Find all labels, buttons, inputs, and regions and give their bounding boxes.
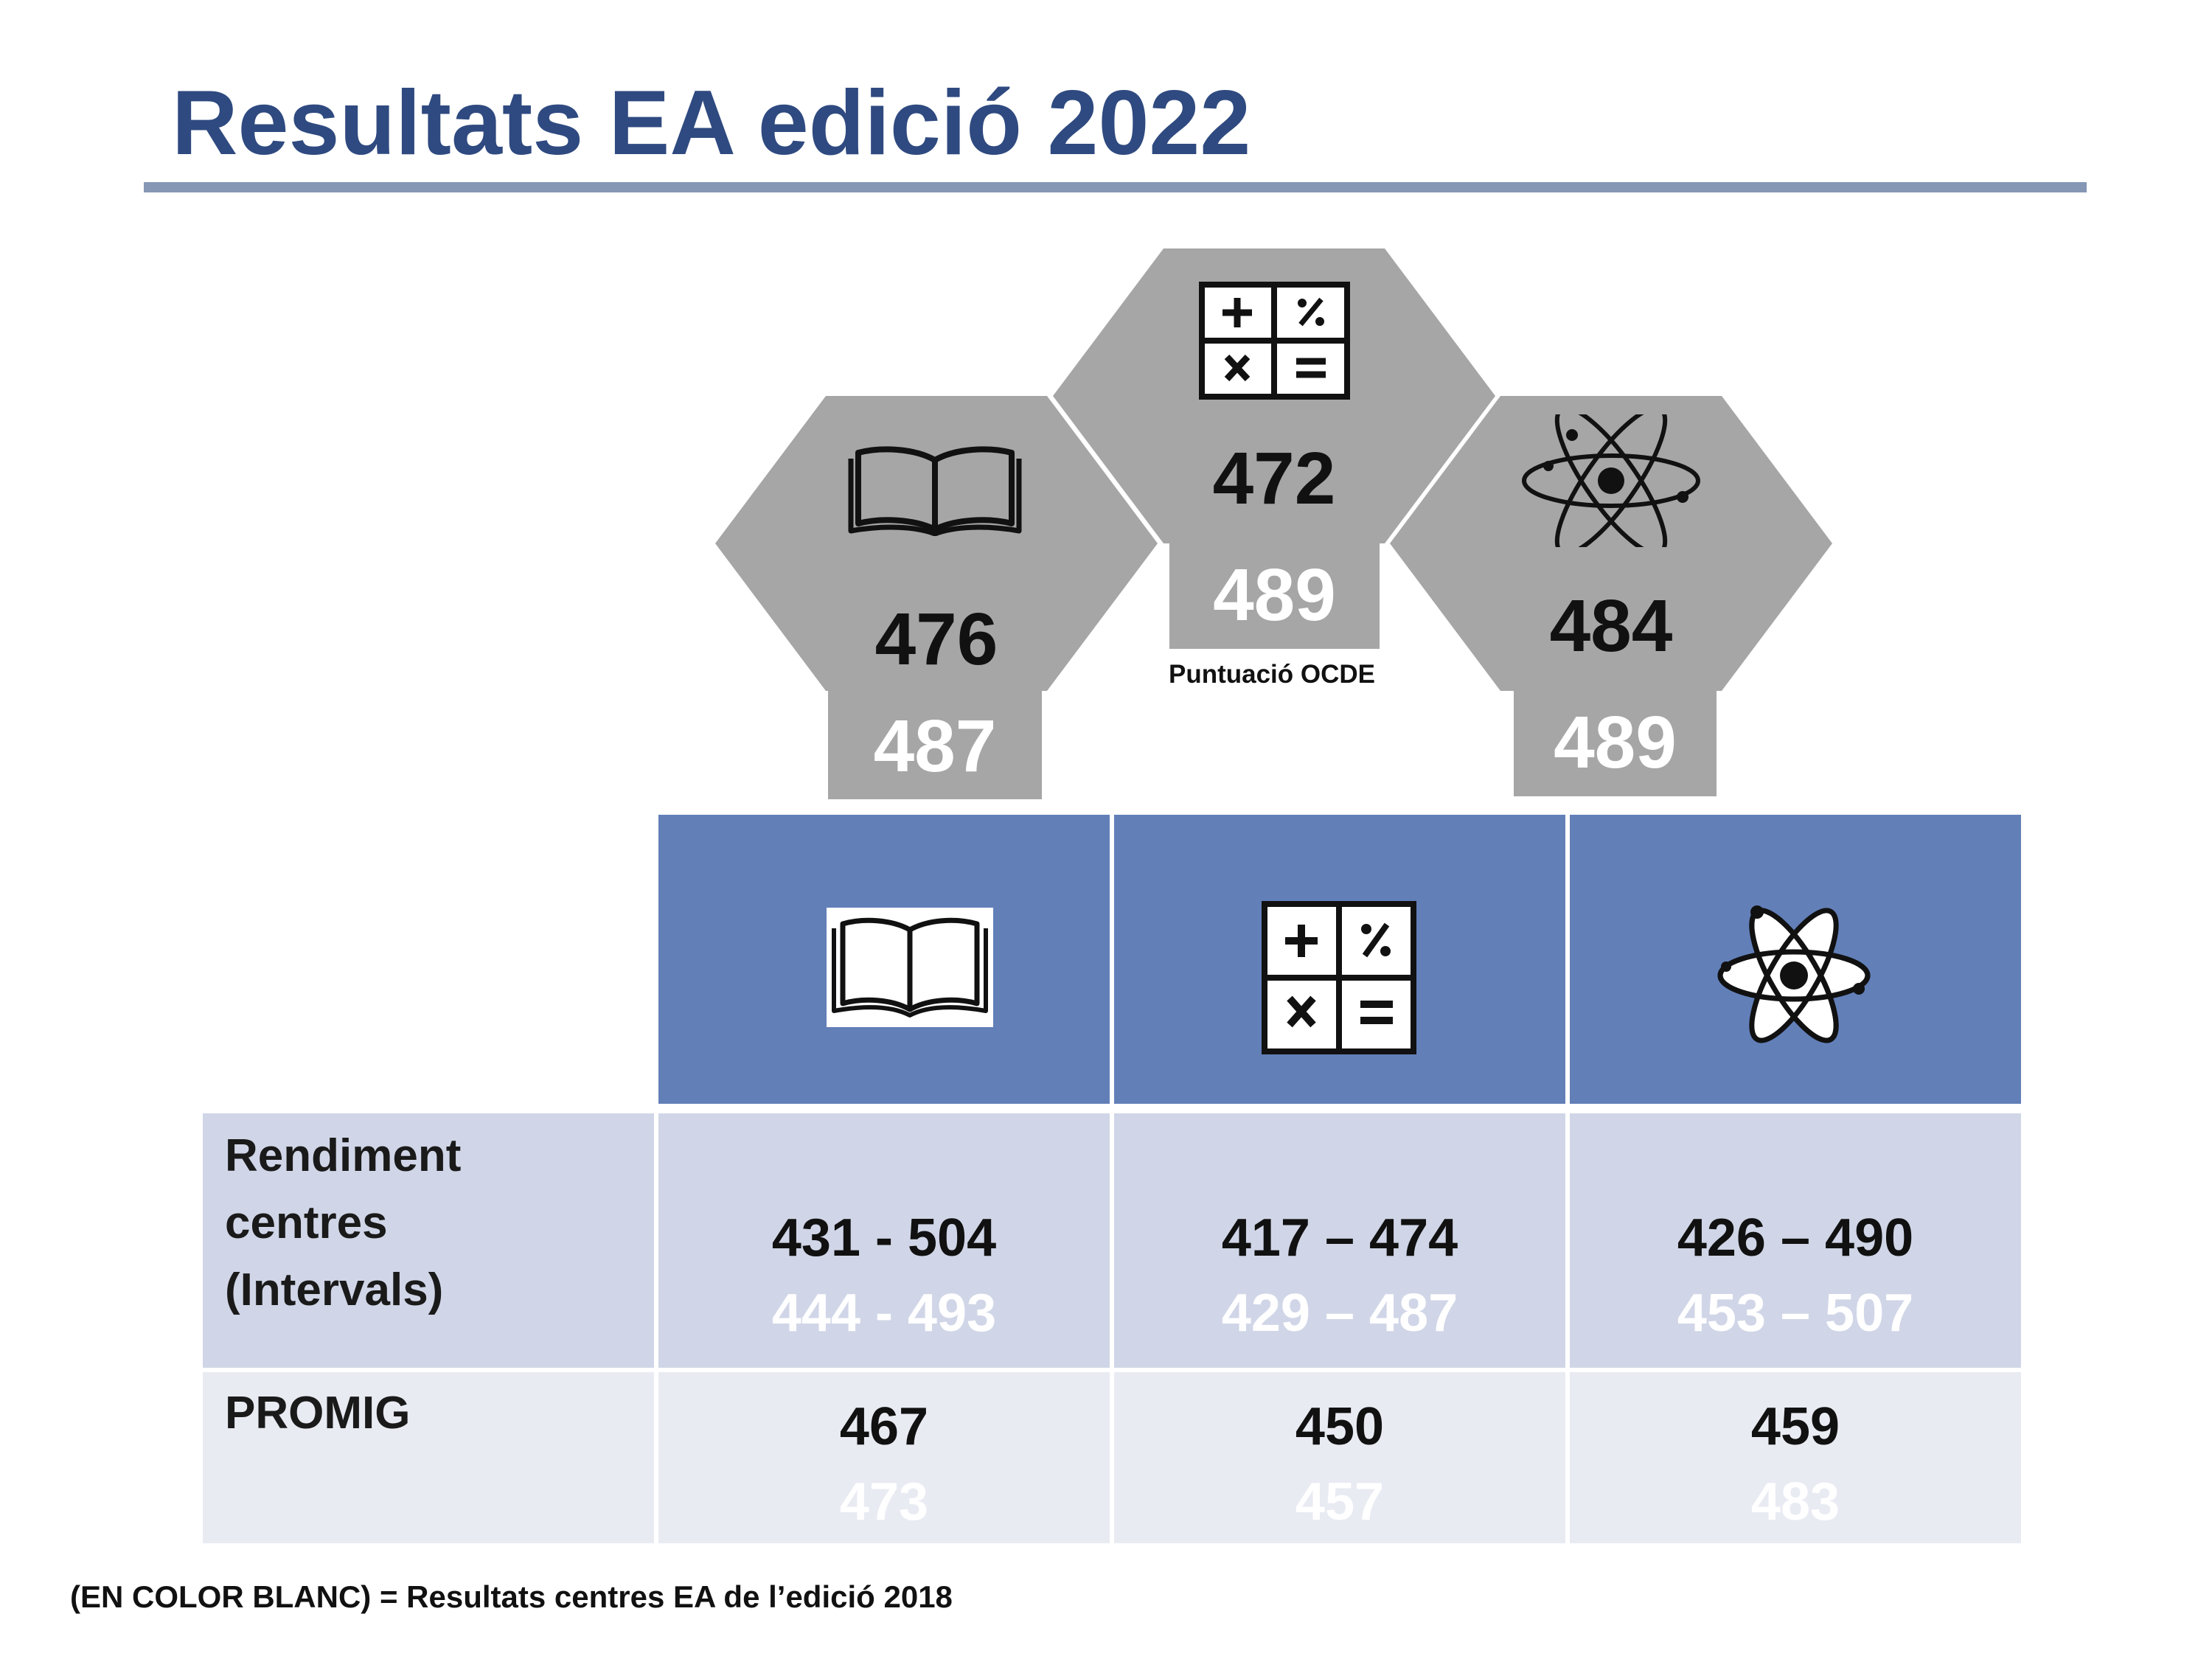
math-score-ocde: 489: [1213, 554, 1336, 636]
math-score-2022: 472: [1212, 437, 1336, 520]
math-hexagon: 472 489: [1053, 248, 1495, 649]
footnote: (EN COLOR BLANC) = Resultats centres EA …: [70, 1579, 953, 1614]
math-average-2022: 450: [1295, 1397, 1385, 1456]
reading-average-cell: 467 473: [658, 1372, 1110, 1543]
science-interval-2022: 426 – 490: [1677, 1208, 1914, 1267]
science-hexagon: 484 489: [1390, 396, 1832, 796]
math-average-cell: 450 457: [1114, 1372, 1565, 1543]
title-underline: [144, 182, 2087, 192]
science-hexagon-shape: [1390, 396, 1832, 691]
science-score-2022: 484: [1549, 585, 1673, 667]
reading-score-ocde: 487: [873, 705, 997, 787]
row-label-average: PROMIG: [203, 1372, 654, 1543]
book-icon: [827, 908, 993, 1027]
calculator-icon: [1199, 282, 1350, 400]
row-label-intervals: Rendiment centres (Intervals): [203, 1113, 654, 1368]
science-ocde-box: [1514, 691, 1717, 796]
math-average-2018: 457: [1295, 1472, 1385, 1531]
page-title: Resultats EA edició 2022: [172, 72, 1251, 174]
atom-icon: [1522, 414, 1700, 547]
science-average-2022: 459: [1750, 1397, 1840, 1456]
science-score-ocde: 489: [1554, 701, 1677, 784]
book-icon: [848, 446, 1022, 536]
math-ocde-box: [1169, 543, 1380, 649]
reading-average-2018: 473: [839, 1472, 929, 1531]
science-interval-2018: 453 – 507: [1677, 1284, 1914, 1343]
row-label-line: centres: [225, 1197, 388, 1248]
calculator-icon: [1262, 901, 1416, 1054]
reading-score-2022: 476: [874, 598, 998, 681]
reading-hexagon: 476 487: [715, 396, 1158, 799]
math-interval-2018: 429 – 487: [1221, 1284, 1458, 1343]
row-label-line: (Intervals): [225, 1265, 444, 1315]
science-average-2018: 483: [1750, 1472, 1840, 1531]
reading-average-2022: 467: [839, 1397, 929, 1456]
reading-hexagon-shape: [715, 396, 1158, 691]
math-intervals-cell: 417 – 474 429 – 487: [1114, 1113, 1565, 1368]
reading-intervals-cell: 431 - 504 444 - 493: [658, 1113, 1110, 1368]
table-header-science: [1570, 815, 2021, 1104]
math-interval-2022: 417 – 474: [1221, 1208, 1458, 1267]
table-header-math: [1114, 815, 1565, 1104]
reading-ocde-box: [828, 691, 1042, 799]
reading-interval-2018: 444 - 493: [771, 1284, 997, 1343]
row-label-line: Rendiment: [225, 1130, 462, 1181]
ocde-score-label: Puntuació OCDE: [1168, 660, 1376, 689]
atom-icon: [1717, 905, 1871, 1043]
reading-interval-2022: 431 - 504: [771, 1208, 997, 1267]
row-label-line: PROMIG: [225, 1388, 411, 1439]
science-average-cell: 459 483: [1570, 1372, 2021, 1543]
table-header-reading: [658, 815, 1110, 1104]
science-intervals-cell: 426 – 490 453 – 507: [1570, 1113, 2021, 1368]
